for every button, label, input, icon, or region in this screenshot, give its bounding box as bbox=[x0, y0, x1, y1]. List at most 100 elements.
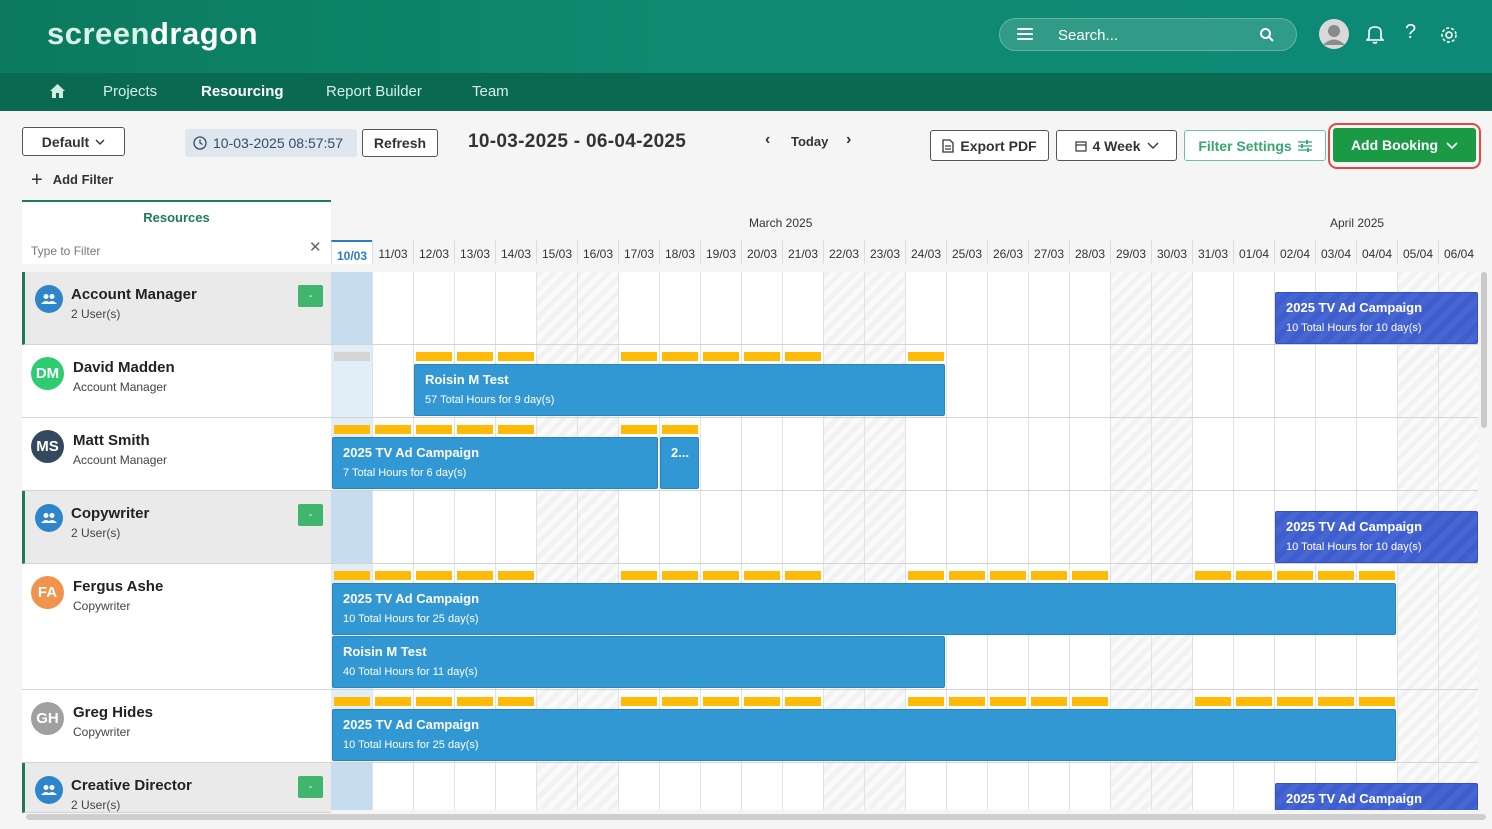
nav-projects[interactable]: Projects bbox=[103, 83, 158, 100]
clear-filter-icon[interactable]: ✕ bbox=[309, 239, 322, 256]
last-updated-timestamp: 10-03-2025 08:57:57 bbox=[185, 129, 357, 157]
booking-bar[interactable]: 2025 TV Ad Campaign 7 Total Hours for 6 d… bbox=[332, 437, 658, 489]
nav-report-builder[interactable]: Report Builder bbox=[326, 83, 422, 100]
day-column[interactable] bbox=[413, 272, 454, 810]
nav-resourcing[interactable]: Resourcing bbox=[201, 83, 284, 100]
resource-group-row[interactable]: - Copywriter 2 User(s) bbox=[22, 491, 331, 564]
view-select[interactable]: Default bbox=[22, 127, 125, 156]
day-column[interactable] bbox=[946, 272, 987, 810]
utilization-marker bbox=[620, 571, 657, 580]
booking-subtitle: 10 Total Hours for 10 day(s) bbox=[1286, 322, 1422, 334]
help-icon[interactable]: ? bbox=[1405, 21, 1417, 43]
day-header-cell: 03/04 bbox=[1315, 240, 1356, 264]
day-header-cell: 01/04 bbox=[1233, 240, 1274, 264]
booking-bar[interactable]: Roisin M Test 57 Total Hours for 9 day(s) bbox=[414, 364, 945, 416]
bell-icon[interactable] bbox=[1366, 24, 1384, 44]
resource-user-row[interactable]: DM David Madden Account Manager bbox=[22, 345, 331, 418]
resource-name: Fergus Ashe bbox=[73, 578, 164, 595]
day-column[interactable] bbox=[618, 272, 659, 810]
day-column[interactable] bbox=[659, 272, 700, 810]
previous-arrow-icon[interactable]: ‹ bbox=[765, 131, 771, 148]
utilization-marker bbox=[497, 571, 534, 580]
collapse-group-button[interactable]: - bbox=[298, 285, 323, 307]
utilization-marker bbox=[1194, 697, 1231, 706]
avatar: FA bbox=[31, 576, 64, 609]
resource-subtitle: Account Manager bbox=[73, 453, 168, 467]
resource-subtitle: Account Manager bbox=[73, 380, 168, 394]
resource-subtitle: Copywriter bbox=[73, 599, 131, 613]
next-arrow-icon[interactable]: › bbox=[846, 131, 852, 148]
nav-team[interactable]: Team bbox=[472, 83, 509, 100]
clock-icon bbox=[193, 136, 207, 150]
day-column[interactable] bbox=[1069, 272, 1110, 810]
refresh-label: Refresh bbox=[373, 135, 427, 151]
booking-bar[interactable]: 2025 TV Ad Campaign bbox=[1275, 783, 1478, 810]
logo[interactable]: screendragon bbox=[47, 16, 258, 52]
resource-filter-input[interactable] bbox=[31, 244, 291, 258]
utilization-marker bbox=[497, 425, 534, 434]
add-filter-button[interactable]: + Add Filter bbox=[31, 170, 113, 190]
logo-text-part2: dragon bbox=[149, 16, 259, 51]
utilization-marker bbox=[1030, 571, 1067, 580]
day-column[interactable] bbox=[495, 272, 536, 810]
booking-title: 2025 TV Ad Campaign bbox=[1286, 519, 1423, 534]
day-column[interactable] bbox=[454, 272, 495, 810]
vertical-scrollbar[interactable] bbox=[1481, 272, 1487, 428]
collapse-group-button[interactable]: - bbox=[298, 504, 323, 526]
add-booking-label: Add Booking bbox=[1350, 137, 1439, 153]
filter-settings-button[interactable]: Filter Settings bbox=[1184, 130, 1326, 161]
resource-user-row[interactable]: MS Matt Smith Account Manager bbox=[22, 418, 331, 491]
refresh-button[interactable]: Refresh bbox=[362, 129, 438, 157]
day-column[interactable] bbox=[905, 272, 946, 810]
schedule-grid[interactable]: 2025 TV Ad Campaign 10 Total Hours for 10… bbox=[331, 272, 1478, 810]
collapse-group-button[interactable]: - bbox=[298, 776, 323, 798]
booking-bar[interactable]: 2025 TV Ad Campaign 10 Total Hours for 10… bbox=[1275, 292, 1478, 344]
search-input[interactable] bbox=[1058, 25, 1248, 45]
utilization-marker bbox=[333, 571, 370, 580]
day-column[interactable] bbox=[741, 272, 782, 810]
resource-user-row[interactable]: GH Greg Hides Copywriter bbox=[22, 690, 331, 763]
day-column[interactable] bbox=[987, 272, 1028, 810]
utilization-marker bbox=[1317, 571, 1354, 580]
export-pdf-button[interactable]: Export PDF bbox=[930, 130, 1049, 161]
resource-user-row[interactable]: FA Fergus Ashe Copywriter bbox=[22, 564, 331, 690]
booking-title: Roisin M Test bbox=[343, 644, 427, 659]
utilization-marker bbox=[743, 352, 780, 361]
booking-bar[interactable]: 2025 TV Ad Campaign 10 Total Hours for 10… bbox=[1275, 511, 1478, 563]
day-header-cell: 30/03 bbox=[1151, 240, 1192, 264]
booking-bar[interactable]: 2025 TV Ad Campaign 10 Total Hours for 25… bbox=[332, 709, 1396, 761]
menu-icon[interactable] bbox=[1017, 28, 1033, 42]
day-header-cell: 25/03 bbox=[946, 240, 987, 264]
day-column[interactable] bbox=[700, 272, 741, 810]
booking-bar[interactable]: 2... bbox=[660, 437, 699, 489]
search-box[interactable] bbox=[999, 18, 1297, 51]
user-avatar-icon[interactable] bbox=[1319, 19, 1349, 49]
search-icon[interactable] bbox=[1259, 27, 1275, 43]
day-header-cell: 21/03 bbox=[782, 240, 823, 264]
home-icon[interactable] bbox=[49, 83, 66, 99]
gear-icon[interactable] bbox=[1439, 25, 1459, 45]
day-column[interactable] bbox=[1192, 272, 1233, 810]
today-cell bbox=[331, 491, 372, 564]
horizontal-scrollbar[interactable] bbox=[26, 814, 1486, 820]
chevron-down-icon bbox=[1446, 141, 1458, 149]
day-column[interactable] bbox=[1233, 272, 1274, 810]
period-select[interactable]: 4 Week bbox=[1056, 130, 1177, 161]
resource-group-row[interactable]: - Creative Director 2 User(s) bbox=[22, 763, 331, 813]
day-header-cell: 14/03 bbox=[495, 240, 536, 264]
utilization-marker bbox=[497, 697, 534, 706]
day-column[interactable] bbox=[782, 272, 823, 810]
day-column[interactable] bbox=[1028, 272, 1069, 810]
day-column[interactable] bbox=[1274, 272, 1315, 810]
utilization-marker bbox=[1194, 571, 1231, 580]
booking-bar[interactable]: 2025 TV Ad Campaign 10 Total Hours for 25… bbox=[332, 583, 1396, 635]
today-button[interactable]: Today bbox=[791, 134, 829, 149]
booking-bar[interactable]: Roisin M Test 40 Total Hours for 11 day(s… bbox=[332, 636, 945, 688]
resource-group-row[interactable]: - Account Manager 2 User(s) bbox=[22, 272, 331, 345]
day-header-cell: 26/03 bbox=[987, 240, 1028, 264]
resource-subtitle: 2 User(s) bbox=[71, 526, 121, 540]
utilization-marker bbox=[1358, 571, 1395, 580]
add-booking-button[interactable]: Add Booking bbox=[1333, 128, 1476, 162]
day-column[interactable] bbox=[372, 272, 413, 810]
utilization-marker bbox=[1276, 571, 1313, 580]
